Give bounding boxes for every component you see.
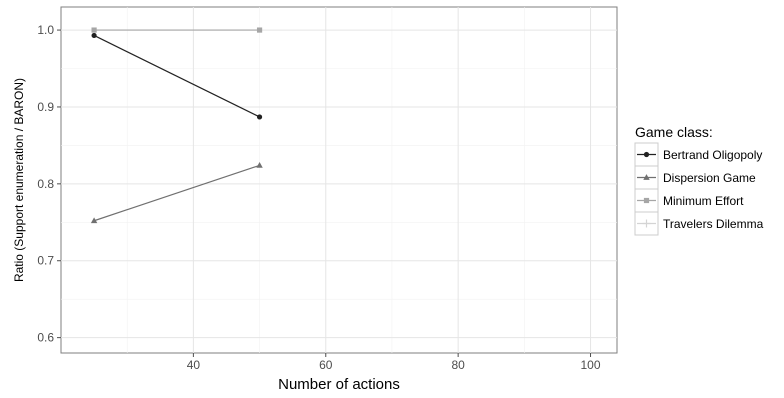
- legend-item-travelers-dilemma: Travelers Dilemma: [634, 211, 764, 236]
- data-point-dispersion-game: [256, 161, 263, 168]
- legend-item-bertrand-oligopoly: Bertrand Oligopoly: [634, 142, 762, 167]
- data-point-bertrand-oligopoly: [256, 114, 263, 120]
- legend-key-marker: [643, 197, 650, 204]
- minor-gridlines: [61, 7, 617, 353]
- axis-layer: 40 60 80 100 0.6 0.7 0.8 0.9 1.0: [37, 23, 601, 372]
- series-layer: [90, 27, 263, 224]
- y-tick-label: 1.0: [37, 23, 54, 37]
- x-tick-label: 80: [451, 358, 465, 372]
- series-line-bertrand-oligopoly: [93, 34, 260, 118]
- data-point-minimum-effort: [91, 27, 97, 33]
- legend-key-marker: [643, 151, 650, 158]
- legend-item-dispersion-game: Dispersion Game: [634, 165, 756, 190]
- major-gridlines: [61, 7, 617, 353]
- x-tick-label: 100: [581, 358, 601, 372]
- legend-key-marker: [642, 219, 651, 228]
- legend-label: Minimum Effort: [663, 194, 744, 208]
- legend-key-marker: [643, 174, 650, 180]
- y-axis-label: Ratio (Support enumeration / BARON): [12, 78, 26, 282]
- x-tick-label: 40: [187, 358, 201, 372]
- data-point-dispersion-game: [90, 217, 98, 224]
- legend-label: Bertrand Oligopoly: [663, 148, 762, 162]
- legend-title: Game class:: [635, 124, 713, 140]
- legend: Game class: Bertrand Oligopoly Dispersion…: [634, 124, 764, 236]
- legend-label: Travelers Dilemma: [663, 217, 764, 231]
- series-line-dispersion-game: [93, 164, 260, 222]
- x-axis-label: Number of actions: [278, 376, 400, 393]
- legend-item-minimum-effort: Minimum Effort: [634, 188, 744, 213]
- y-tick-label: 0.6: [37, 331, 54, 345]
- plot-panel: [60, 6, 618, 354]
- data-point-bertrand-oligopoly: [91, 32, 97, 39]
- legend-label: Dispersion Game: [663, 171, 756, 185]
- y-tick-label: 0.7: [37, 254, 54, 268]
- y-tick-label: 0.9: [37, 100, 54, 114]
- x-tick-label: 60: [319, 358, 333, 372]
- data-point-minimum-effort: [256, 27, 263, 33]
- y-tick-label: 0.8: [37, 177, 54, 191]
